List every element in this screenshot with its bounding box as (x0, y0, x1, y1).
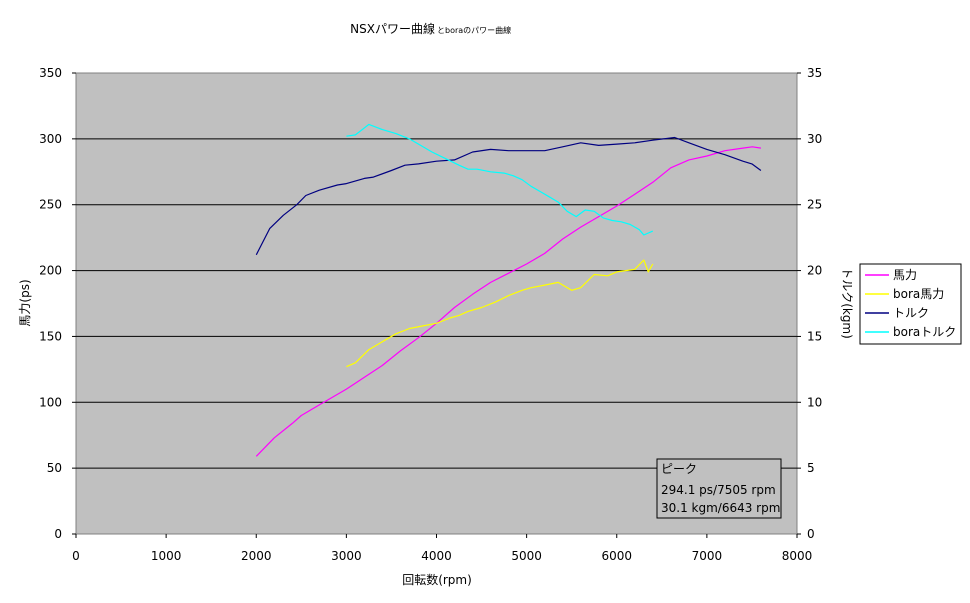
left-tick-label: 250 (39, 198, 62, 212)
x-tick-label: 6000 (601, 549, 632, 563)
series-line-1 (346, 259, 654, 368)
left-tick-label: 50 (47, 461, 62, 475)
left-tick-label: 300 (39, 132, 62, 146)
right-tick-label: 25 (807, 198, 822, 212)
left-tick-label: 100 (39, 395, 62, 409)
legend-label: 馬力 (893, 268, 917, 282)
plot-area (75, 72, 798, 535)
series-line-2 (255, 136, 762, 256)
x-tick-label: 7000 (692, 549, 723, 563)
right-tick-label: 0 (807, 527, 815, 541)
right-tick-label: 10 (807, 395, 822, 409)
right-tick-label: 35 (807, 66, 822, 80)
legend-label: トルク (893, 306, 929, 320)
peak-box: ピーク 294.1 ps/7505 rpm 30.1 kgm/6643 rpm (656, 458, 782, 519)
x-tick-label: 5000 (511, 549, 542, 563)
peak-torque: 30.1 kgm/6643 rpm (661, 501, 780, 515)
right-tick-label: 15 (807, 329, 822, 343)
peak-power: 294.1 ps/7505 rpm (661, 483, 776, 497)
right-tick-label: 20 (807, 264, 822, 278)
right-tick-label: 5 (807, 461, 815, 475)
x-axis-label: 回転数(rpm) (402, 572, 472, 587)
x-tick-label: 3000 (331, 549, 362, 563)
series-line-0 (255, 146, 761, 457)
series-lines (255, 123, 762, 457)
right-tick-label: 30 (807, 132, 822, 146)
chart-title: NSXパワー曲線 (350, 21, 435, 36)
x-axis-ticks: 0 1000 2000 3000 4000 5000 6000 7000 8000 (72, 534, 812, 563)
left-axis-label: 馬力(ps) (18, 279, 32, 326)
x-tick-label: 4000 (421, 549, 452, 563)
x-tick-label: 8000 (782, 549, 813, 563)
x-tick-label: 0 (72, 549, 80, 563)
x-tick-label: 2000 (241, 549, 272, 563)
series-line-3 (346, 123, 654, 236)
left-tick-label: 200 (39, 264, 62, 278)
right-axis-label: トルク(kgm) (840, 267, 854, 339)
legend-label: boraトルク (893, 325, 956, 339)
legend-label: bora馬力 (893, 287, 944, 301)
right-axis-ticks: 0 5 10 15 20 25 30 35 (797, 66, 822, 541)
left-tick-label: 350 (39, 66, 62, 80)
left-tick-label: 150 (39, 329, 62, 343)
x-tick-label: 1000 (151, 549, 182, 563)
left-axis-ticks: 0 50 100 150 200 250 300 350 (39, 66, 76, 541)
peak-title: ピーク (661, 462, 697, 476)
chart-subtitle: とboraのパワー曲線 (437, 25, 511, 35)
left-tick-label: 0 (54, 527, 62, 541)
